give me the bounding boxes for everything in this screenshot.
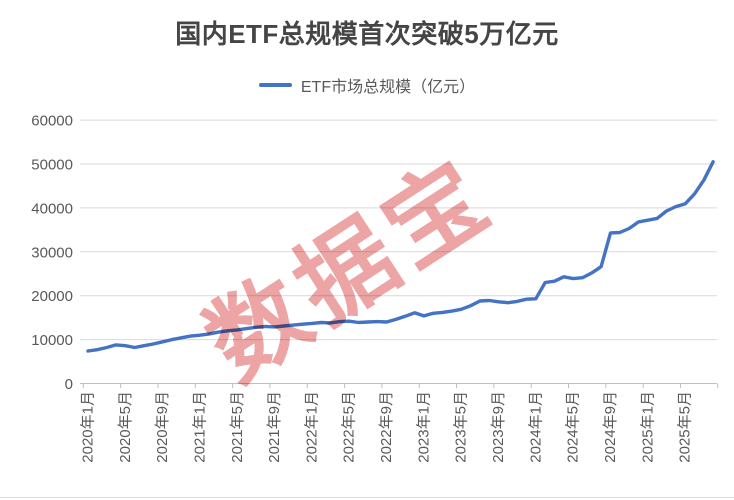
- x-axis-tick-label: 2021年5月: [229, 391, 246, 463]
- x-axis-tick-label: 2022年9月: [378, 391, 395, 463]
- x-axis-tick-label: 2024年1月: [527, 391, 544, 463]
- x-axis-tick-label: 2023年5月: [453, 391, 470, 463]
- y-axis-tick-label: 40000: [31, 200, 73, 217]
- x-axis-tick-label: 2021年1月: [191, 391, 208, 463]
- x-axis-tick-label: 2021年9月: [266, 391, 283, 463]
- y-axis-tick-label: 60000: [31, 113, 73, 130]
- x-axis-tick-label: 2020年9月: [154, 391, 171, 463]
- y-axis-tick-label: 20000: [31, 288, 73, 305]
- y-axis-tick-label: 10000: [31, 332, 73, 349]
- chart-bottom-border: [0, 497, 734, 498]
- x-axis-tick-label: 2025年1月: [639, 391, 656, 463]
- legend-line-swatch: [258, 83, 292, 87]
- chart-legend: ETF市场总规模（亿元）: [0, 74, 734, 96]
- chart-title: 国内ETF总规模首次突破5万亿元: [175, 19, 559, 49]
- x-axis-tick-label: 2024年9月: [602, 391, 619, 463]
- x-axis-tick-label: 2022年1月: [303, 391, 320, 463]
- x-axis-tick-label: 2022年5月: [341, 391, 358, 463]
- y-axis-tick-label: 50000: [31, 157, 73, 174]
- x-axis-tick-label: 2025年5月: [677, 391, 694, 463]
- x-axis-tick-label: 2020年1月: [80, 391, 97, 463]
- x-axis-tick-label: 2024年5月: [565, 391, 582, 463]
- x-axis-tick-label: 2023年9月: [490, 391, 507, 463]
- x-axis-tick-label: 2020年5月: [117, 391, 134, 463]
- x-axis-tick-label: 2023年1月: [415, 391, 432, 463]
- legend-label: ETF市场总规模（亿元）: [300, 79, 476, 96]
- y-axis-tick-label: 30000: [31, 244, 73, 261]
- y-axis-tick-label: 0: [65, 376, 73, 393]
- etf-scale-line: [86, 160, 715, 353]
